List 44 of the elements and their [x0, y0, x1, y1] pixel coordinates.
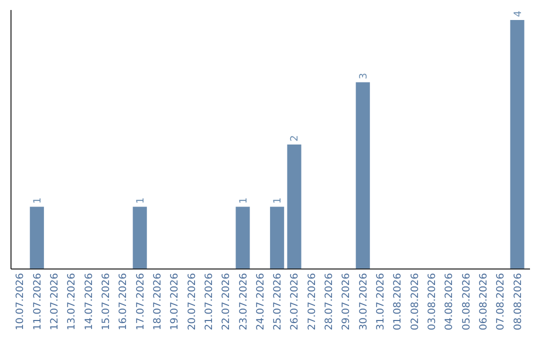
x-tick-label: 20.07.2026 [186, 273, 198, 330]
x-tick-label: 19.07.2026 [170, 273, 181, 330]
x-tick-label: 23.07.2026 [238, 273, 250, 330]
x-tick-label: 06.08.2026 [478, 273, 490, 330]
x-tick-label: 01.08.2026 [392, 273, 404, 330]
x-tick-label: 05.08.2026 [461, 273, 472, 330]
bar [510, 20, 524, 269]
bar [132, 206, 147, 269]
bar [270, 206, 284, 269]
data-label: 1 [32, 197, 44, 204]
x-tick-label: 18.07.2026 [152, 273, 164, 330]
x-tick-label: 16.07.2026 [118, 273, 130, 330]
x-tick-label: 02.08.2026 [410, 273, 421, 330]
x-tick-label: 31.07.2026 [376, 273, 387, 330]
x-tick-label: 03.08.2026 [426, 273, 438, 330]
bar [236, 206, 250, 269]
data-label: 1 [272, 197, 284, 204]
x-tick-label: 24.07.2026 [255, 273, 266, 330]
x-tick-label: 28.07.2026 [324, 273, 336, 330]
x-tick-label: 11.07.2026 [32, 273, 44, 330]
x-tick-label: 29.07.2026 [341, 273, 352, 330]
data-label: 3 [358, 72, 370, 80]
x-tick-label: 14.07.2026 [84, 273, 95, 330]
x-tick-label: 30.07.2026 [358, 273, 370, 330]
x-tick-label: 07.08.2026 [496, 273, 507, 330]
x-tick-label: 04.08.2026 [444, 273, 456, 330]
x-tick-label: 22.07.2026 [221, 273, 232, 330]
x-tick-label: 12.07.2026 [50, 273, 61, 330]
x-tick-label: 08.08.2026 [512, 273, 524, 330]
bar [287, 144, 302, 269]
data-label: 1 [135, 197, 146, 204]
x-tick-label: 15.07.2026 [101, 273, 112, 330]
data-label: 4 [512, 10, 524, 17]
x-tick-label: 26.07.2026 [290, 273, 301, 330]
x-tick-label: 21.07.2026 [204, 273, 215, 330]
x-tick-label: 10.07.2026 [15, 273, 26, 330]
data-label: 1 [238, 197, 250, 204]
x-tick-label: 13.07.2026 [66, 273, 78, 330]
x-tick-label: 17.07.2026 [135, 273, 146, 330]
bar [356, 82, 370, 269]
bar [30, 206, 44, 269]
x-tick-label: 27.07.2026 [306, 273, 318, 330]
x-tick-label: 25.07.2026 [272, 273, 284, 330]
data-label: 2 [290, 135, 301, 142]
